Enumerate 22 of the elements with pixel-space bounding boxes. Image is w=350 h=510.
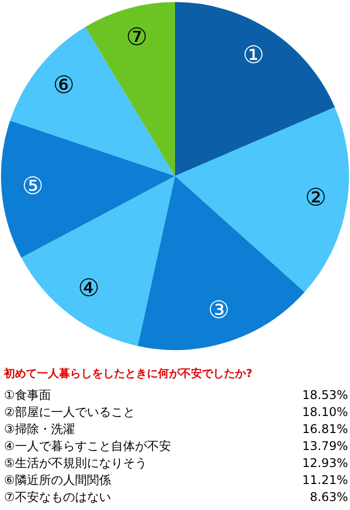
text: ⑥隣近所の人間関係 [4,472,112,489]
slice-label: ⑥ [52,70,74,99]
text: 13.79% [302,438,348,455]
text: ③掃除・洗濯 [4,421,76,438]
text: 18.53% [302,387,348,404]
text: 11.21% [302,472,348,489]
slice-label: ④ [78,274,100,302]
text: ①食事面 [4,387,52,404]
slice-label: ② [305,183,327,212]
text: ④一人で暮らすこと自体が不安 [4,438,172,455]
slice-label: ① [242,41,264,70]
slice-label: ⑤ [22,172,44,200]
text: 16.81% [302,421,348,438]
slice-label: ③ [208,296,230,324]
text: 12.93% [302,455,348,472]
text: 18.10% [302,404,348,421]
text: ②部屋に一人でいること [4,404,136,421]
text: 8.63% [308,489,348,506]
text: 初めて一人暮らしをしたときに何が不安でしたか? [4,366,254,381]
slice-label: ⑦ [126,22,148,51]
text: ⑤生活が不規則になりそう [4,455,148,472]
text: ⑦不安なものはない [4,489,112,506]
